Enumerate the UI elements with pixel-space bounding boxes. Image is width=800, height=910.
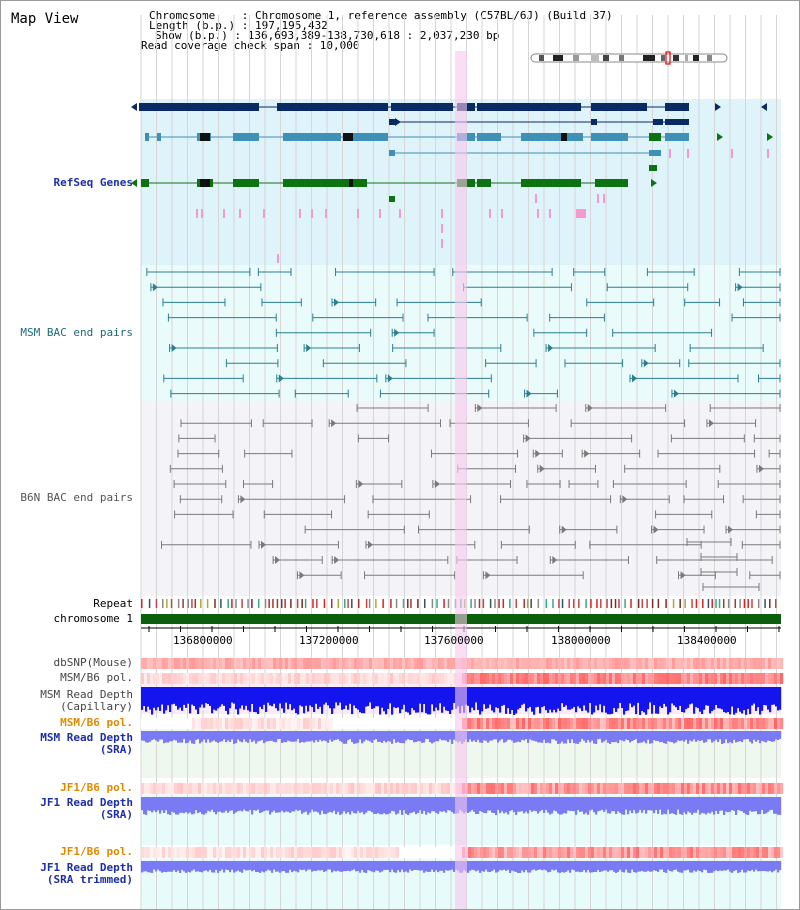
track-label-b6n-bac[interactable]: B6N BAC end pairs: [20, 491, 133, 504]
track-label-jf1-b6-pol-2[interactable]: JF1/B6 pol.: [60, 845, 133, 858]
msm-bac-pairs: [146, 268, 781, 398]
dbsnp-heat: [141, 658, 784, 669]
track-label-msm-b6-pol-2[interactable]: MSM/B6 pol.: [60, 716, 133, 729]
track-label-msm-bac[interactable]: MSM BAC end pairs: [20, 326, 133, 339]
region-info: Chromosome : Chromosome 1, reference ass…: [141, 9, 613, 51]
region-indicator: [665, 51, 671, 65]
track-label-msm-depth-sra-sub: (SRA): [99, 743, 133, 756]
track-label-repeat[interactable]: Repeat: [93, 597, 133, 610]
selected-region-highlight: [455, 51, 467, 909]
chromosome-info: Chromosome : Chromosome 1, reference ass…: [149, 9, 613, 22]
page-title: Map View: [11, 11, 79, 27]
track-label-jf1-depth-trimmed[interactable]: JF1 Read Depth: [40, 861, 133, 874]
axis-tick-label: 138400000: [677, 634, 737, 647]
track-label-msm-depth-capillary[interactable]: MSM Read Depth: [40, 688, 133, 701]
show-info: Show (b.p.) : 136,693,389-138,730,618 : …: [155, 29, 500, 42]
track-label-msm-depth-sra[interactable]: MSM Read Depth: [40, 731, 133, 744]
axis-tick-label: 137200000: [299, 634, 359, 647]
b6n-bac-pairs-extra: [686, 538, 760, 591]
axis-tick-label: 138000000: [551, 634, 611, 647]
axis-tick-label: 136800000: [173, 634, 233, 647]
jf1-b6-pol-heat: [141, 783, 784, 794]
jf1-depth-sra-bars: [141, 797, 782, 815]
track-label-jf1-b6-pol[interactable]: JF1/B6 pol.: [60, 781, 133, 794]
jf1-depth-trimmed-bars: [141, 861, 782, 873]
b6n-bac-pairs: [160, 404, 781, 580]
msm-b6-pol2-heat: [141, 718, 784, 729]
length-info: Length (b.p.) : 197,195,432: [149, 19, 328, 32]
track-label-dbsnp[interactable]: dbSNP(Mouse): [53, 656, 133, 669]
axis-tick-label: 137600000: [424, 634, 484, 647]
jf1-b6-pol2-heat: [141, 847, 784, 858]
msm-depth-capillary-bars: [141, 687, 782, 715]
grid-lines: [140, 15, 777, 909]
msm-b6-pol-heat: [141, 673, 784, 684]
track-label-refseq[interactable]: RefSeq Genes: [53, 176, 133, 189]
refseq-gene-models: [131, 103, 773, 202]
track-label-jf1-depth-trimmed-sub: (SRA trimmed): [46, 873, 133, 886]
chromosome-ideogram: [530, 51, 728, 65]
track-label-msm-depth-capillary-sub: (Capillary): [60, 700, 133, 713]
refseq-small-features: [196, 149, 769, 263]
span-info: Read coverage check span : 10,000: [141, 39, 360, 52]
track-label-jf1-depth-sra[interactable]: JF1 Read Depth: [40, 796, 133, 809]
track-label-msm-b6-pol[interactable]: MSM/B6 pol.: [60, 671, 133, 684]
track-label-jf1-depth-sra-sub: (SRA): [99, 808, 133, 821]
track-label-chromosome[interactable]: chromosome 1: [53, 612, 133, 625]
msm-depth-sra-bars: [141, 731, 782, 744]
